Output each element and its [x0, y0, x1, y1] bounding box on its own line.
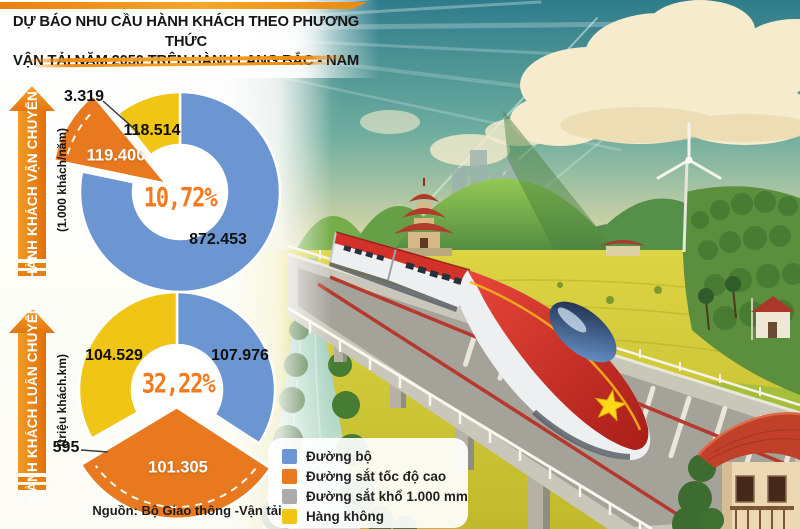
chart2-center-percent: 32,22% [141, 368, 216, 400]
callout-line-meter_rail [102, 100, 141, 135]
donut-hole [133, 346, 221, 434]
donut-hole [134, 146, 226, 238]
cloud-shadows [560, 107, 800, 143]
chart2-value-air: 104.529 [85, 347, 143, 364]
legend-label: Đường sắt khổ 1.000 mm [306, 489, 468, 504]
chart2-value-road: 107.976 [211, 347, 269, 364]
meter-rail-color-swatch [282, 489, 297, 504]
axis-arrow-base-bar [18, 263, 46, 268]
chart1-value-hsr: 119.400 [86, 146, 146, 165]
train-windows [343, 245, 463, 286]
axis-arrow-shaft: HÀNH KHÁCH LUÂN CHUYỂN [18, 304, 46, 502]
small-house [751, 296, 795, 340]
legend-label: Đường bộ [306, 449, 372, 464]
axis-arrow-base-bar [18, 477, 46, 482]
legend-item-aviation: Hàng không [282, 508, 468, 525]
axis-arrow-passenger-km: HÀNH KHÁCH LUÂN CHUYỂN (triệu khách.km) [8, 304, 78, 502]
legend-item-high-speed-rail: Đường sắt tốc độ cao [282, 468, 468, 485]
axis-arrow-base-bar [18, 271, 46, 276]
segment-air [77, 290, 179, 440]
chart1-value-road: 872.453 [189, 231, 247, 248]
air-color-swatch [282, 509, 297, 524]
source-note: Nguồn: Bộ Giao thông -Vận tải [92, 503, 282, 518]
axis-arrow-shaft: HÀNH KHÁCH VẬN CHUYỂN [18, 91, 46, 279]
road-color-swatch [282, 449, 297, 464]
hsr-color-swatch [282, 469, 297, 484]
chart1-center-percent: 10,72% [143, 182, 218, 214]
axis-title: HÀNH KHÁCH VẬN CHUYỂN [24, 90, 40, 280]
axis-arrow-base-bar [18, 485, 46, 490]
segment-hsr-exploded [79, 405, 273, 521]
small-temple [600, 240, 646, 256]
dashed-highlight-arc [94, 465, 257, 508]
chart1-value-meter_rail: 3.319 [63, 88, 105, 105]
donut-chart-passengers-carried [52, 90, 282, 294]
axis-unit: (1.000 khách/năm) [55, 128, 69, 233]
segment-road [78, 90, 282, 294]
axis-unit: (triệu khách.km) [55, 354, 69, 447]
title-banner: DỰ BÁO NHU CẦU HÀNH KHÁCH THEO PHƯƠNG TH… [0, 0, 380, 78]
chart2-value-hsr: 101.305 [148, 458, 208, 477]
vietnam-star-icon [594, 388, 628, 422]
callout-line-meter_rail [80, 449, 109, 453]
train [329, 231, 651, 461]
chart1-value-air: 118.514 [123, 122, 181, 139]
right-hill [682, 186, 800, 395]
legend-item-meter-gauge-rail: Đường sắt khổ 1.000 mm [282, 488, 468, 505]
traditional-house [672, 412, 800, 529]
title-top-bar [0, 2, 368, 9]
wind-turbine-icon [656, 122, 722, 253]
pagoda [394, 178, 454, 256]
dashed-highlight-arc [66, 109, 95, 155]
chart2-value-meter_rail: 595 [52, 439, 80, 456]
legend-label: Hàng không [306, 509, 384, 524]
legend-item-road: Đường bộ [282, 448, 468, 465]
legend-label: Đường sắt tốc độ cao [306, 469, 447, 484]
chart-legend: Đường bộ Đường sắt tốc độ cao Đường sắt … [268, 438, 468, 528]
segment-road [175, 290, 277, 445]
segment-air [116, 90, 182, 157]
palm-trees [698, 276, 741, 331]
donut-chart-passenger-km [77, 290, 277, 521]
segment-hsr-exploded [52, 93, 169, 186]
axis-title: HÀNH KHÁCH LUÂN CHUYỂN [24, 304, 40, 502]
near-railing [287, 306, 653, 529]
title-line-1: DỰ BÁO NHU CẦU HÀNH KHÁCH THEO PHƯƠNG TH… [12, 14, 360, 50]
axis-arrow-passengers-carried: HÀNH KHÁCH VẬN CHUYỂN (1.000 khách/năm) [8, 86, 78, 279]
